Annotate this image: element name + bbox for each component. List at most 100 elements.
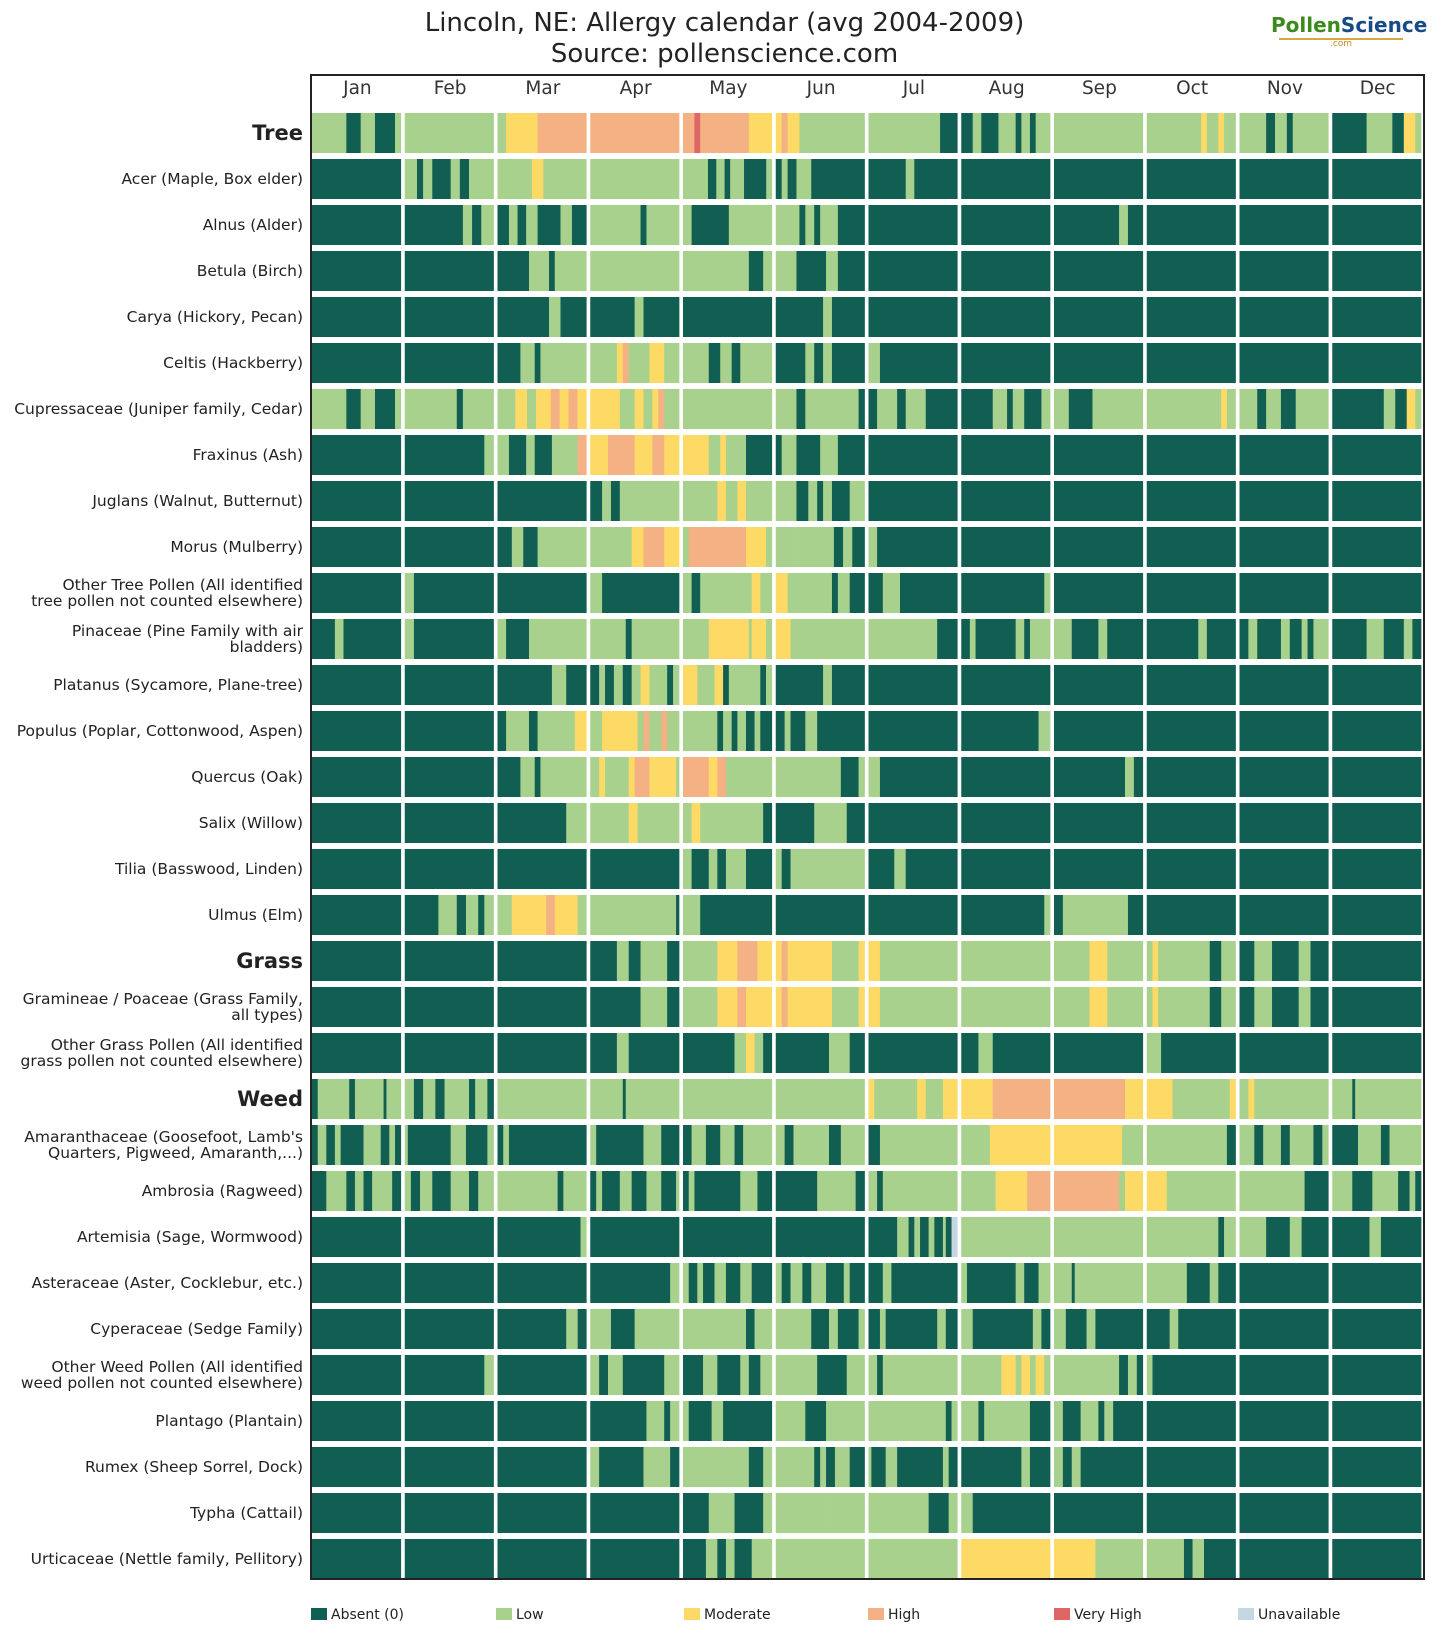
calendar-cell bbox=[1146, 343, 1236, 383]
calendar-cell bbox=[691, 1125, 707, 1165]
calendar-cell bbox=[1158, 987, 1211, 1027]
calendar-cell bbox=[868, 1401, 947, 1441]
calendar-cell bbox=[775, 895, 865, 935]
calendar-cell bbox=[757, 1171, 773, 1211]
calendar-cell bbox=[1186, 1263, 1211, 1303]
calendar-cell bbox=[877, 1355, 884, 1395]
calendar-cell bbox=[312, 297, 402, 337]
calendar-cell bbox=[1127, 895, 1144, 935]
calendar-cell bbox=[868, 987, 881, 1027]
calendar-cell bbox=[664, 343, 680, 383]
calendar-cell bbox=[1332, 1079, 1353, 1119]
calendar-cell bbox=[1239, 1401, 1329, 1441]
calendar-cell bbox=[688, 527, 747, 567]
calendar-cell bbox=[1054, 1401, 1064, 1441]
calendar-cell bbox=[1239, 1447, 1329, 1487]
calendar-cell bbox=[404, 389, 458, 429]
calendar-cell bbox=[497, 1079, 587, 1119]
calendar-cell bbox=[1119, 205, 1129, 245]
calendar-cell bbox=[775, 1171, 818, 1211]
calendar-cell bbox=[1332, 1125, 1359, 1165]
row-label: Gramineae / Poaceae (Grass Family, all ty… bbox=[23, 990, 303, 1024]
calendar-cell bbox=[469, 1079, 476, 1119]
calendar-cell bbox=[945, 1217, 952, 1257]
calendar-cell bbox=[717, 481, 727, 521]
calendar-cell bbox=[961, 573, 1045, 613]
calendar-cell bbox=[908, 1217, 915, 1257]
calendar-cell bbox=[708, 849, 718, 889]
calendar-cell bbox=[346, 1171, 356, 1211]
calendar-cell bbox=[472, 205, 482, 245]
calendar-cell bbox=[1146, 527, 1236, 567]
calendar-cell bbox=[438, 895, 458, 935]
legend-item: High bbox=[868, 1607, 920, 1623]
calendar-cell bbox=[605, 665, 615, 705]
calendar-cell bbox=[506, 113, 538, 153]
calendar-cell bbox=[577, 389, 587, 429]
calendar-cell bbox=[360, 389, 376, 429]
calendar-cell bbox=[404, 1401, 494, 1441]
calendar-cell bbox=[459, 159, 470, 199]
calendar-cell bbox=[1229, 1079, 1236, 1119]
calendar-cell bbox=[961, 619, 971, 659]
calendar-cell bbox=[877, 527, 958, 567]
calendar-cell bbox=[435, 1079, 445, 1119]
calendar-cell bbox=[961, 803, 1051, 843]
calendar-cell bbox=[497, 159, 533, 199]
calendar-cell bbox=[720, 435, 727, 475]
calendar-cell bbox=[1332, 895, 1422, 935]
calendar-cell bbox=[885, 1309, 938, 1349]
calendar-cell bbox=[646, 1401, 665, 1441]
calendar-cell bbox=[868, 1539, 958, 1579]
calendar-cell bbox=[1310, 941, 1329, 981]
calendar-cell bbox=[374, 113, 396, 153]
calendar-cell bbox=[1062, 1401, 1081, 1441]
calendar-cell bbox=[640, 205, 647, 245]
calendar-cell bbox=[1275, 113, 1288, 153]
calendar-cell bbox=[312, 1447, 402, 1487]
calendar-cell bbox=[868, 389, 878, 429]
calendar-cell bbox=[590, 481, 603, 521]
calendar-cell bbox=[640, 665, 650, 705]
calendar-cell bbox=[1332, 527, 1422, 567]
calendar-cell bbox=[961, 113, 974, 153]
calendar-cell bbox=[703, 1355, 718, 1395]
calendar-cell bbox=[634, 435, 653, 475]
calendar-cell bbox=[537, 113, 587, 153]
calendar-cell bbox=[868, 1079, 875, 1119]
calendar-cell bbox=[868, 159, 907, 199]
calendar-cell bbox=[826, 1447, 836, 1487]
calendar-cell bbox=[961, 1125, 991, 1165]
calendar-cell bbox=[843, 1263, 851, 1303]
calendar-cell bbox=[820, 435, 839, 475]
calendar-cell bbox=[1054, 987, 1090, 1027]
row-label: Plantago (Plantain) bbox=[155, 1412, 303, 1430]
calendar-cell bbox=[1239, 159, 1329, 199]
calendar-cell bbox=[416, 159, 424, 199]
calendar-cell bbox=[349, 1079, 356, 1119]
calendar-cell bbox=[551, 665, 567, 705]
calendar-cell bbox=[372, 1171, 393, 1211]
calendar-cell bbox=[1015, 1355, 1022, 1395]
calendar-cell bbox=[1044, 573, 1051, 613]
row-label: Pinaceae (Pine Family with air bladders) bbox=[72, 622, 304, 656]
calendar-cell bbox=[1332, 1447, 1422, 1487]
calendar-cell bbox=[683, 1033, 735, 1073]
chart-title-line: Lincoln, NE: Allergy calendar (avg 2004-… bbox=[424, 8, 1025, 38]
calendar-cell bbox=[937, 1309, 947, 1349]
calendar-cell bbox=[775, 481, 797, 521]
calendar-cell bbox=[1248, 619, 1258, 659]
calendar-cell bbox=[705, 1539, 718, 1579]
calendar-cell bbox=[610, 481, 621, 521]
calendar-cell bbox=[942, 1079, 958, 1119]
calendar-cell bbox=[1239, 113, 1267, 153]
calendar-cell bbox=[643, 1447, 671, 1487]
calendar-cell bbox=[799, 205, 806, 245]
calendar-cell bbox=[528, 711, 538, 751]
calendar-cell bbox=[616, 941, 630, 981]
calendar-cell bbox=[846, 1355, 865, 1395]
calendar-cell bbox=[734, 1539, 753, 1579]
calendar-cell bbox=[1224, 1217, 1236, 1257]
calendar-cell bbox=[658, 389, 665, 429]
calendar-cell bbox=[1332, 1539, 1422, 1579]
